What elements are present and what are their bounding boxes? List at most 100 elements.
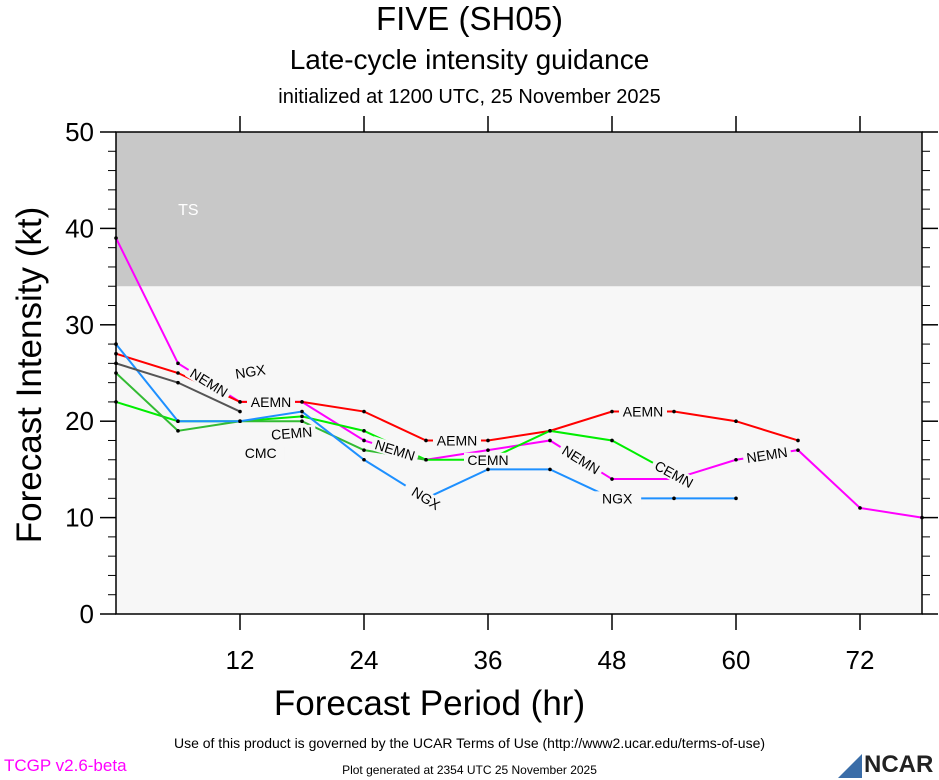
- ncar-logo: NCAR: [838, 750, 933, 778]
- series-label-rotated: AEMN: [247, 394, 295, 410]
- version-text: TCGP v2.6-beta: [4, 756, 127, 775]
- plot-frame: [115, 131, 923, 615]
- data-point: [796, 448, 800, 452]
- data-point: [610, 438, 614, 443]
- series-label-group: NGX: [225, 360, 276, 383]
- series-label-bg: [649, 456, 699, 492]
- data-point: [362, 429, 366, 433]
- generated-text: Plot generated at 2354 UTC 25 November 2…: [342, 763, 597, 777]
- series-label-rotated: CEMN: [267, 424, 317, 443]
- x-tick-label: 12: [226, 645, 255, 675]
- series-label-group: NEMN: [742, 444, 792, 466]
- data-point: [672, 496, 676, 501]
- data-point: [610, 477, 614, 481]
- data-point: [176, 361, 180, 366]
- band-label: TS: [178, 202, 198, 219]
- series-label-group: CMC: [236, 445, 285, 461]
- series-label-bg: [464, 452, 512, 467]
- data-point: [548, 438, 552, 443]
- x-tick-label: 60: [722, 645, 751, 675]
- data-point: [238, 400, 242, 404]
- y-tick-label: 20: [65, 406, 94, 436]
- series-line-cmc: [115, 372, 427, 461]
- series-label-rotated: NEMN: [742, 444, 792, 466]
- data-point: [424, 457, 428, 462]
- y-tick-label: 50: [65, 117, 94, 147]
- series-label: CEMN: [467, 452, 508, 468]
- data-point: [486, 438, 490, 443]
- data-point: [176, 429, 180, 433]
- x-tick-label: 72: [846, 645, 875, 675]
- data-point: [300, 419, 304, 424]
- ncar-logo-mark: [838, 754, 862, 778]
- series-label: AEMN: [623, 404, 663, 420]
- series-label-bg: [556, 441, 606, 479]
- series-label-bg: [267, 424, 317, 443]
- data-point: [734, 419, 738, 424]
- series-label-group: AEMN: [619, 404, 667, 420]
- x-tick-label: 48: [598, 645, 627, 675]
- terms-text: Use of this product is governed by the U…: [173, 735, 766, 751]
- series-label: NGX: [234, 361, 267, 382]
- data-point: [672, 409, 676, 414]
- data-point: [362, 448, 366, 452]
- y-tick-label: 40: [65, 213, 94, 243]
- data-point: [734, 457, 738, 462]
- series-label-bg: [225, 360, 276, 383]
- series-label-rotated: AEMN: [619, 404, 667, 420]
- series-label-bg: [247, 394, 295, 409]
- data-point: [362, 409, 366, 414]
- data-point: [486, 448, 490, 452]
- data-point: [300, 414, 304, 419]
- data-point: [362, 438, 366, 443]
- y-axis-label: Forecast Intensity (kt): [10, 206, 49, 544]
- data-point: [610, 409, 614, 414]
- data-point: [238, 409, 242, 414]
- series-label-rotated: AEMN: [433, 432, 481, 448]
- ncar-logo-text: NCAR: [864, 751, 934, 778]
- data-point: [300, 400, 304, 404]
- y-tick-label: 10: [65, 503, 94, 533]
- data-point: [238, 419, 242, 424]
- series-label-bg: [236, 446, 285, 461]
- series-label-group: CEMN: [267, 424, 317, 443]
- series-label-rotated: CEMN: [464, 452, 512, 468]
- x-tick-label: 36: [474, 645, 503, 675]
- init-time: initialized at 1200 UTC, 25 November 202…: [278, 86, 661, 108]
- data-point: [734, 496, 738, 501]
- series-label-group: CEMN: [464, 452, 512, 468]
- series-label-rotated: CMC: [236, 445, 285, 461]
- data-point: [486, 467, 490, 472]
- y-tick-label: 30: [65, 310, 94, 340]
- series-label-bg: [401, 479, 451, 517]
- series-label-bg: [433, 433, 481, 448]
- data-point: [176, 419, 180, 424]
- data-point: [548, 467, 552, 472]
- series-label-bg: [619, 404, 667, 419]
- series-label: AEMN: [437, 432, 477, 448]
- series-label-group: AEMN: [247, 394, 295, 410]
- series-label-bg: [593, 491, 642, 506]
- series-label: NGX: [602, 490, 633, 506]
- band-ts: [116, 132, 922, 287]
- data-point: [858, 506, 862, 510]
- data-point: [424, 438, 428, 443]
- chart-subtitle: Late-cycle intensity guidance: [289, 44, 650, 75]
- y-tick-label: 0: [80, 599, 94, 629]
- series-label-rotated: NGX: [593, 490, 642, 506]
- series-label: AEMN: [251, 394, 291, 410]
- series-label-rotated: NGX: [225, 360, 276, 383]
- series-label: CEMN: [270, 424, 312, 443]
- x-tick-label: 24: [350, 645, 379, 675]
- x-axis-label: Forecast Period (hr): [273, 684, 586, 723]
- series-label-group: NGX: [593, 490, 642, 506]
- data-point: [176, 380, 180, 385]
- data-point: [176, 371, 180, 375]
- chart-title: FIVE (SH05): [375, 0, 564, 37]
- data-point: [548, 429, 552, 433]
- series-label: NEMN: [745, 444, 788, 466]
- series-label-group: AEMN: [433, 432, 481, 448]
- series-label: CMC: [245, 445, 277, 461]
